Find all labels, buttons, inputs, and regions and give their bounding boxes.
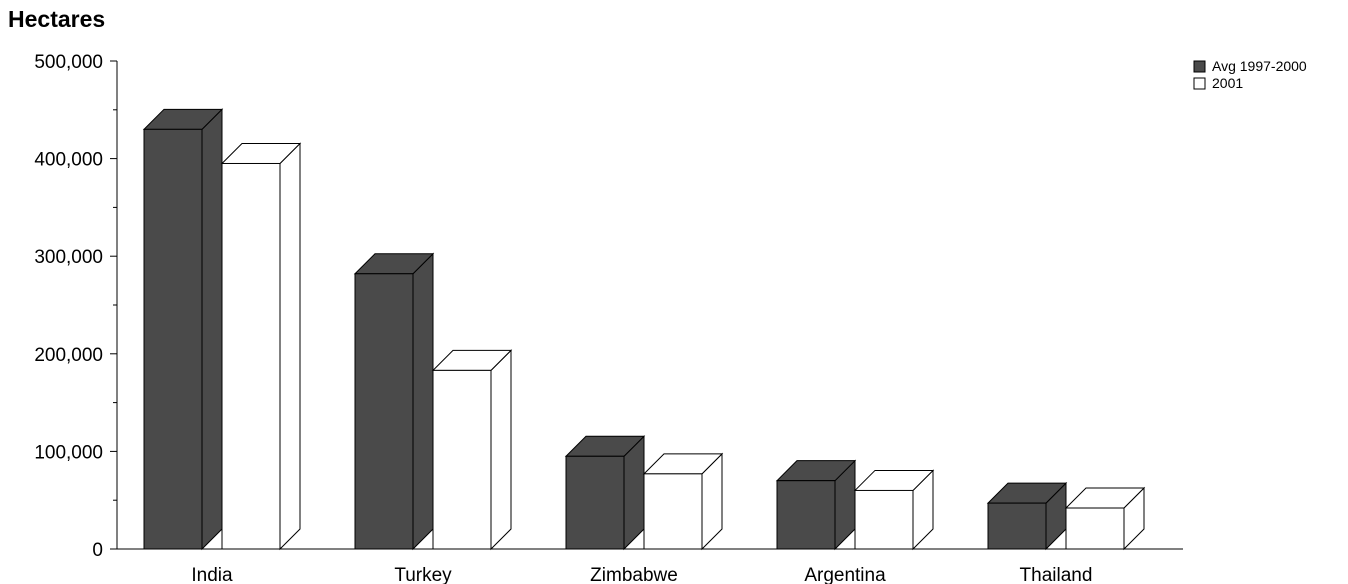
legend-swatch-avg: [1193, 60, 1206, 73]
x-tick-label: Thailand: [1020, 565, 1093, 584]
y-tick-label: 500,000: [34, 52, 103, 73]
y-axis-ticks: 0 100,000 200,000 300,000 400,000 500,000: [34, 52, 117, 561]
bar-turkey-avg-1997-2000: [353, 252, 435, 551]
y-tick-label: 0: [92, 540, 103, 561]
bar-india-avg-1997-2000: [142, 108, 224, 551]
y-tick-label: 400,000: [34, 150, 103, 171]
y-tick-label: 100,000: [34, 442, 103, 463]
bar-front-face: [432, 369, 492, 550]
bar-argentina-2001: [853, 469, 935, 551]
bar-thailand-2001: [1064, 486, 1146, 551]
legend-label-2001: 2001: [1212, 75, 1243, 91]
bar-zimbabwe-avg-1997-2000: [564, 435, 646, 551]
x-tick-label: Zimbabwe: [590, 565, 678, 584]
y-tick-label: 200,000: [34, 345, 103, 366]
bar-front-face: [1065, 507, 1125, 550]
bar-front-face: [643, 473, 703, 550]
y-tick-label: 300,000: [34, 247, 103, 268]
bar-side-face: [279, 142, 301, 551]
legend: Avg 1997-2000 2001: [1193, 58, 1307, 91]
bar-side-face: [490, 349, 512, 551]
x-tick-label: India: [191, 565, 233, 584]
bar-front-face: [854, 489, 914, 550]
bar-thailand-avg-1997-2000: [986, 481, 1068, 551]
bar-front-face: [221, 162, 281, 550]
bar-side-face: [201, 108, 223, 551]
bar-zimbabwe-2001: [642, 452, 724, 551]
legend-swatch-2001: [1193, 77, 1206, 90]
x-tick-label: Argentina: [804, 565, 886, 584]
x-tick-label: Turkey: [394, 565, 452, 584]
chart-title: Hectares: [8, 6, 105, 32]
bar-argentina-avg-1997-2000: [775, 459, 857, 551]
legend-label-avg: Avg 1997-2000: [1212, 58, 1307, 74]
bar-front-face: [987, 502, 1047, 550]
bar-front-face: [143, 128, 203, 550]
bar-front-face: [354, 273, 414, 550]
bar-front-face: [776, 480, 836, 550]
bar-india-2001: [220, 142, 302, 551]
bar-turkey-2001: [431, 349, 513, 551]
bar-side-face: [412, 252, 434, 551]
bar-front-face: [565, 455, 625, 550]
bars-group: [142, 108, 1146, 551]
x-axis-labels: India Turkey Zimbabwe Argentina Thailand: [191, 565, 1092, 584]
